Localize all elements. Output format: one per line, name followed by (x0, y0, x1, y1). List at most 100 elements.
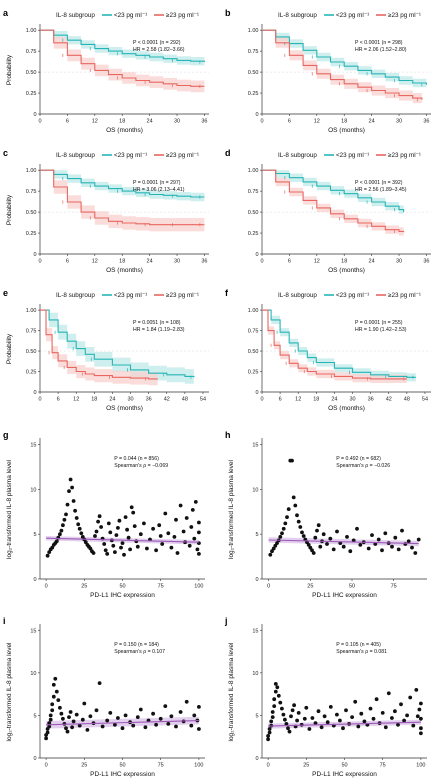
data-point (76, 522, 81, 527)
survival-curve-high (40, 169, 205, 226)
y-tick-label: 0 (255, 577, 258, 583)
x-tick-label: 0 (260, 259, 263, 265)
data-point (123, 713, 128, 718)
y-tick-label: 0 (33, 756, 36, 762)
data-point (393, 535, 398, 540)
data-point (174, 517, 178, 522)
data-point (67, 489, 71, 493)
data-point (321, 532, 326, 537)
data-point (77, 723, 82, 728)
data-point (82, 701, 87, 706)
data-point (58, 532, 62, 537)
data-point (58, 705, 62, 710)
survival-curve-low (262, 309, 416, 378)
ci-band-low (40, 310, 194, 385)
data-point (286, 507, 291, 511)
x-tick-label: 24 (369, 259, 375, 265)
data-point (70, 485, 74, 490)
data-point (270, 715, 275, 719)
legend-label-high: ≥23 pg ml⁻¹ (388, 152, 421, 159)
x-tick-label: 6 (66, 119, 69, 125)
stat-annotation: P < 0.0001 (n = 298) (355, 40, 403, 46)
x-tick-label: 18 (119, 259, 125, 265)
data-point (119, 545, 123, 550)
y-tick-label: 0.25 (26, 91, 37, 97)
data-point (267, 727, 272, 731)
data-point (56, 698, 61, 702)
data-point (163, 511, 168, 516)
data-point (169, 714, 174, 719)
stat-annotation: P = 0.150 (n = 184) (114, 642, 159, 648)
y-axis-label: log₂-transformed IL-8 plasma level (6, 642, 13, 742)
survival-curve-high (40, 309, 158, 380)
data-point (47, 724, 52, 729)
stat-annotation: HR = 1.84 (1.19–2.83) (133, 327, 185, 333)
data-point (108, 711, 113, 715)
x-tick-label: 18 (91, 397, 97, 403)
data-point (400, 528, 404, 533)
y-tick-label: 0.25 (248, 370, 259, 376)
data-point (113, 722, 117, 727)
x-tick-label: 100 (194, 763, 203, 769)
data-point (296, 711, 301, 715)
x-tick-label: 42 (386, 397, 392, 403)
data-point (411, 723, 416, 728)
data-point (166, 722, 171, 726)
data-point (99, 525, 103, 529)
panel-label-e: e (3, 288, 8, 298)
y-axis-label: log₂-transformed IL-8 plasma level (228, 642, 235, 742)
x-tick-label: 50 (341, 763, 347, 769)
x-tick-label: 0 (267, 584, 270, 590)
data-point (362, 719, 367, 724)
x-tick-label: 25 (303, 763, 309, 769)
legend-title: IL-8 subgroup (278, 292, 317, 299)
data-point (61, 716, 65, 721)
data-point (154, 722, 159, 727)
x-tick-label: 24 (147, 119, 153, 125)
data-point (284, 722, 289, 726)
panel-label-a: a (3, 8, 9, 18)
data-point (100, 724, 105, 729)
data-point (134, 539, 139, 544)
data-point (135, 715, 140, 719)
x-tick-label: 0 (38, 119, 41, 125)
data-point (322, 714, 327, 719)
data-point (59, 711, 64, 716)
data-point (396, 547, 401, 552)
x-tick-label: 36 (201, 259, 207, 265)
data-point (268, 552, 273, 557)
data-point (123, 515, 128, 519)
x-tick-label: 12 (92, 259, 98, 265)
y-axis-label: Probability (6, 194, 13, 225)
data-point (59, 528, 64, 533)
y-tick-label: 1.00 (26, 168, 37, 174)
data-point (169, 545, 174, 550)
legend-label-high: ≥23 pg ml⁻¹ (166, 292, 199, 299)
y-tick-label: 0.50 (26, 210, 37, 216)
x-tick-label: 48 (182, 397, 188, 403)
stat-annotation: P < 0.0001 (n = 392) (355, 180, 403, 186)
stat-annotation: P = 0.105 (n = 405) (336, 642, 381, 648)
data-point (396, 722, 400, 727)
data-point (355, 526, 359, 531)
data-point (94, 708, 99, 713)
x-axis-label: OS (months) (106, 127, 143, 134)
panel-f: f IL-8 subgroup <23 pg ml⁻¹ ≥23 pg ml⁻¹ 0 0.2… (225, 288, 431, 412)
y-tick-label: 15 (30, 442, 36, 448)
data-point (278, 535, 283, 539)
x-tick-label: 30 (174, 259, 180, 265)
legend-label-low: <23 pg ml⁻¹ (114, 12, 147, 19)
data-point (374, 697, 379, 702)
data-point (359, 711, 364, 716)
data-point (358, 543, 363, 547)
legend-label-low: <23 pg ml⁻¹ (336, 12, 369, 19)
x-axis-label: OS (months) (106, 405, 143, 412)
x-axis-label: PD-L1 IHC expression (312, 771, 377, 778)
data-point (174, 724, 178, 729)
data-point (295, 513, 299, 518)
data-point (114, 533, 119, 537)
x-tick-label: 54 (200, 397, 206, 403)
data-point (126, 535, 131, 540)
y-tick-label: 0.75 (248, 329, 259, 335)
